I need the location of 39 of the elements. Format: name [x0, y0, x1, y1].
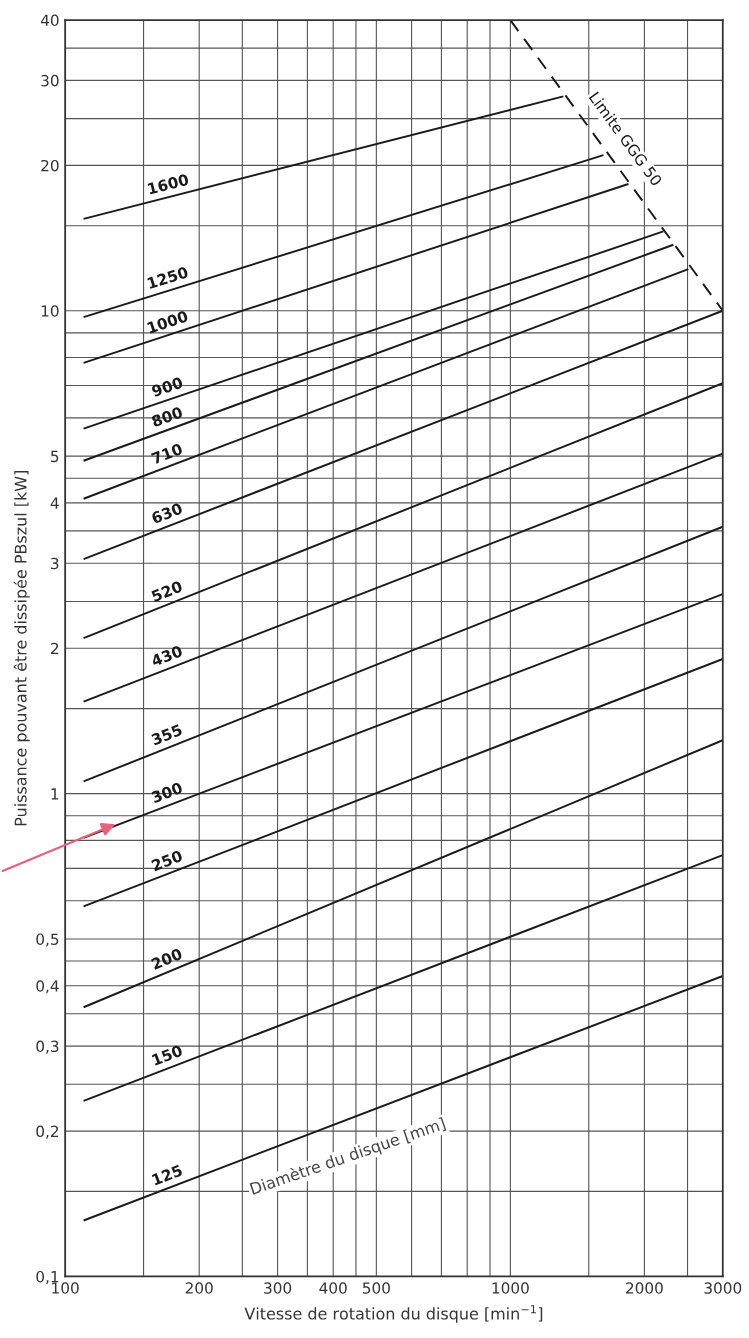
text: 355	[150, 723, 183, 746]
y-tick-label: 5	[51, 450, 59, 463]
y-tick-label: 0,3	[36, 1040, 59, 1054]
y-tick-label: 40	[40, 14, 59, 27]
x-tick-label: 1000	[492, 1282, 529, 1294]
text: 250	[151, 849, 184, 872]
text: 520	[150, 580, 184, 603]
x-tick-label: 2000	[626, 1282, 663, 1294]
y-tick-label: 2	[51, 642, 59, 655]
text: 1000	[146, 310, 189, 334]
y-tick-label: 10	[41, 305, 59, 317]
y-tick-label: 4	[50, 497, 59, 509]
x-tick-label: 200	[185, 1282, 213, 1294]
text: 900	[151, 376, 184, 398]
y-tick-label: 20	[41, 159, 59, 172]
x-axis-title: Vitesse de rotation du disque [min$^{−1}$]	[244, 1305, 543, 1323]
text: 125	[151, 1164, 183, 1186]
text: 200	[150, 947, 183, 970]
text: 800	[150, 406, 184, 428]
text: 300	[150, 781, 184, 804]
text: 150	[151, 1044, 184, 1066]
x-tick-label: 100	[52, 1282, 79, 1294]
text: 710	[150, 442, 184, 465]
text: 1250	[147, 266, 189, 290]
y-tick-label: 30	[41, 74, 59, 87]
y-tick-label: 0,5	[36, 933, 59, 947]
y-tick-label: 0,4	[36, 980, 59, 994]
x-tick-label: 3000	[704, 1282, 742, 1294]
y-tick-label: 0,2	[36, 1125, 59, 1139]
y-axis-title: Puissance pouvant être dissipée PBszul [kW]	[13, 471, 30, 826]
y-tick-label: 0,1	[36, 1270, 59, 1285]
x-tick-label: 300	[264, 1282, 292, 1294]
x-tick-label: 500	[362, 1282, 390, 1294]
y-tick-label: 1	[51, 788, 59, 800]
text: 630	[150, 502, 184, 525]
x-tick-label: 400	[319, 1282, 347, 1294]
text: 430	[150, 644, 184, 667]
y-tick-label: 3	[51, 557, 59, 570]
text: 1600	[147, 173, 190, 195]
